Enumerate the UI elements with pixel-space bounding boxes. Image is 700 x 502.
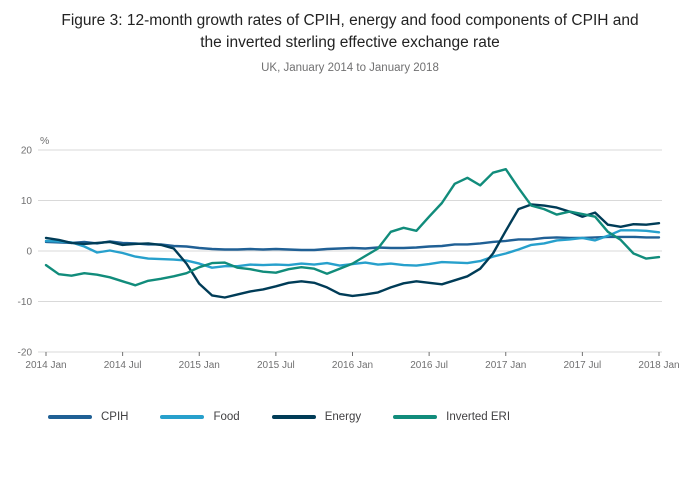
x-tick-label: 2014 Jul xyxy=(104,360,142,371)
chart-subtitle: UK, January 2014 to January 2018 xyxy=(261,62,439,75)
x-tick-label: 2015 Jan xyxy=(179,360,220,371)
legend-item-cpih[interactable]: CPIH xyxy=(48,411,128,423)
legend-swatch-inverted-eri xyxy=(393,415,438,419)
x-tick-label: 2017 Jul xyxy=(563,360,601,371)
series-line-inverted-eri xyxy=(44,168,661,287)
y-tick-label: -20 xyxy=(18,348,33,359)
legend-label-cpih: CPIH xyxy=(101,411,129,423)
series-lines xyxy=(44,168,661,299)
y-tick-label: 0 xyxy=(26,247,32,258)
y-tick-label: -10 xyxy=(18,297,33,308)
legend-label-inverted-eri: Inverted ERI xyxy=(446,411,511,423)
y-axis-labels: 20 10 0 -10 -20 xyxy=(18,146,33,359)
legend-swatch-energy xyxy=(271,415,316,419)
chart-title: Figure 3: 12-month growth rates of CPIH,… xyxy=(61,12,639,51)
y-axis-unit-label: % xyxy=(40,135,49,147)
series-line-energy xyxy=(44,203,661,299)
x-axis-labels: 2014 Jan 2014 Jul 2015 Jan 2015 Jul 2016 Jan… xyxy=(25,352,680,371)
x-tick-label: 2017 Jan xyxy=(485,360,526,371)
legend-label-energy: Energy xyxy=(324,411,362,423)
legend-label-food: Food xyxy=(213,411,240,423)
legend-swatch-food xyxy=(160,415,205,419)
x-tick-label: 2018 Jan xyxy=(638,360,679,371)
x-tick-label: 2015 Jul xyxy=(257,360,295,371)
legend-item-energy[interactable]: Energy xyxy=(271,411,362,423)
legend-swatch-cpih xyxy=(48,415,92,419)
x-tick-label: 2016 Jul xyxy=(410,360,448,371)
legend-item-inverted-eri[interactable]: Inverted ERI xyxy=(393,411,510,423)
legend-item-food[interactable]: Food xyxy=(160,411,240,423)
y-tick-label: 20 xyxy=(21,146,33,157)
chart-legend: CPIH Food Energy Inverted ERI xyxy=(48,411,510,423)
x-tick-label: 2014 Jan xyxy=(25,360,66,371)
y-tick-label: 10 xyxy=(21,196,33,207)
x-tick-label: 2016 Jan xyxy=(332,360,373,371)
gridlines xyxy=(38,149,662,353)
